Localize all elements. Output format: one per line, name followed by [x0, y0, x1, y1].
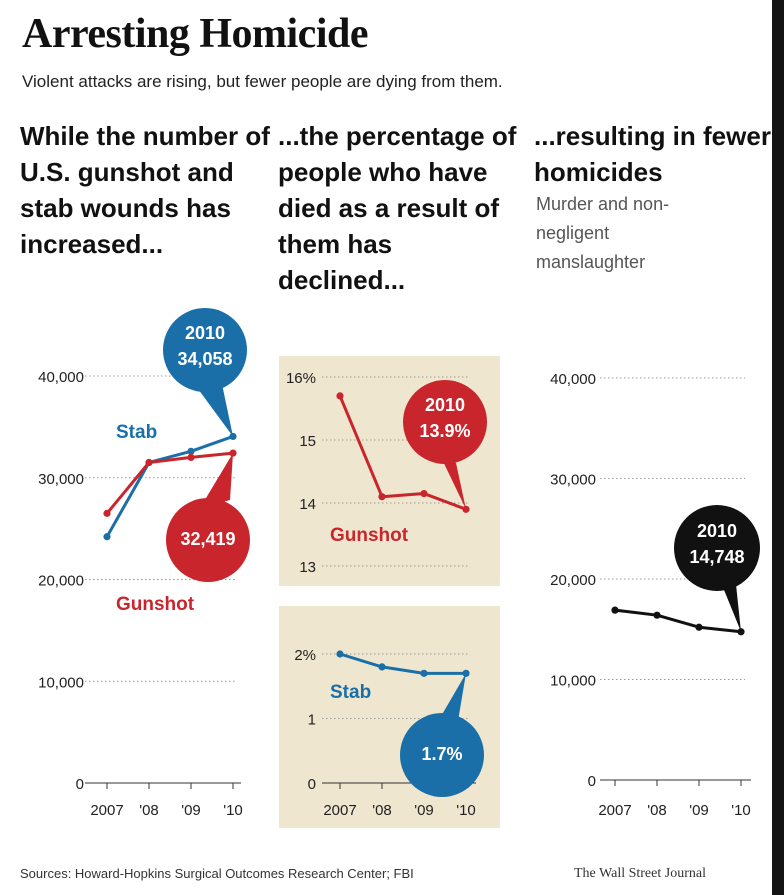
wounds-callout-text: 32,419 — [180, 529, 235, 549]
gunshot-rate-gunshot-point — [378, 493, 386, 501]
wounds-gunshot-point — [187, 453, 195, 461]
stab-rate-x-tick-label: '08 — [372, 802, 392, 819]
wounds-series-label-stab: Stab — [116, 422, 157, 443]
homicides-x-tick-label: '09 — [689, 802, 709, 819]
gunshot-rate-gunshot-line — [338, 395, 467, 511]
gunshot-rate-y-tick-label: 14 — [299, 496, 316, 513]
gunshot-rate-series-label-gunshot: Gunshot — [330, 525, 409, 546]
gunshot-rate-y-tick-label: 13 — [299, 559, 316, 576]
page-title: Arresting Homicide — [22, 11, 369, 57]
wounds-x-tick-label: '08 — [139, 802, 159, 819]
stab-rate-stab-point — [420, 669, 428, 677]
wounds-y-tick-label: 10,000 — [38, 674, 84, 691]
panel-heading-death-rate: ...the percentage of people who have die… — [278, 121, 517, 295]
gunshot-rate-callout-text: 13.9% — [419, 421, 470, 441]
wounds-gunshot-line — [105, 451, 234, 515]
wounds-gunshot-point — [103, 509, 111, 517]
homicides-callout-text: 2010 — [697, 521, 737, 541]
wounds-x-tick-label: '09 — [181, 802, 201, 819]
wounds-x-tick-label: 2007 — [90, 802, 123, 819]
homicides-homicides-point — [653, 611, 661, 619]
homicides-homicides-line — [614, 608, 742, 634]
stab-rate-series-label-stab: Stab — [330, 682, 371, 703]
homicides-x-tick-label: 2007 — [598, 802, 631, 819]
homicides-x-tick-label: '08 — [647, 802, 667, 819]
wounds-y-tick-label: 20,000 — [38, 573, 84, 590]
wounds-stab-line — [105, 435, 234, 538]
gunshot-rate-callout-pointer — [440, 455, 466, 510]
stab-rate-y-tick-label: 1 — [308, 712, 316, 729]
stab-rate-y-tick-label: 0 — [308, 776, 316, 793]
wounds-y-tick-label: 40,000 — [38, 369, 84, 386]
homicides-homicides-point — [695, 623, 703, 631]
gunshot-rate-callout-bubble — [403, 380, 487, 464]
wounds-series-label-gunshot: Gunshot — [116, 594, 195, 615]
panel-heading-homicides: ...resulting in fewer homicides — [534, 121, 771, 187]
homicides-y-tick-label: 0 — [588, 773, 596, 790]
stab-rate-stab-line — [339, 652, 466, 675]
stab-rate-callout-pointer — [440, 673, 466, 721]
subtitle: Violent attacks are rising, but fewer pe… — [22, 72, 503, 91]
wounds-x-tick-label: '10 — [223, 802, 243, 819]
gunshot-rate-callout-text: 2010 — [425, 395, 465, 415]
homicides-callout-text: 14,748 — [689, 547, 744, 567]
stab-rate-x-tick-label: 2007 — [323, 802, 356, 819]
stab-rate-x-tick-label: '10 — [456, 802, 476, 819]
publication-credit: The Wall Street Journal — [574, 866, 706, 881]
stab-rate-callout-text: 1.7% — [421, 744, 462, 764]
homicides-x-tick-label: '10 — [731, 802, 751, 819]
wounds-stab-point — [187, 447, 195, 455]
homicides-y-tick-label: 10,000 — [550, 673, 596, 690]
wounds-callout-text: 34,058 — [177, 349, 232, 369]
homicides-homicides-point — [611, 606, 619, 614]
stab-rate-x-tick-label: '09 — [414, 802, 434, 819]
gunshot-rate-y-tick-label: 15 — [299, 433, 316, 450]
homicides-y-tick-label: 30,000 — [550, 472, 596, 489]
wounds-callout-bubble — [166, 498, 250, 582]
homicides-y-tick-label: 20,000 — [550, 572, 596, 589]
wounds-y-tick-label: 30,000 — [38, 471, 84, 488]
stab-rate-stab-point — [378, 663, 386, 671]
gunshot-rate-gunshot-point — [420, 489, 428, 498]
homicides-y-tick-label: 40,000 — [550, 371, 596, 388]
wounds-callout-pointer — [200, 453, 233, 508]
sources-note: Sources: Howard-Hopkins Surgical Outcome… — [20, 866, 414, 881]
gunshot-rate-gunshot-point — [336, 392, 344, 400]
panel-heading-wounds: While the number of U.S. gunshot and sta… — [20, 121, 270, 259]
wounds-callout-text: 2010 — [185, 323, 225, 343]
stab-rate-stab-point — [336, 650, 344, 658]
gunshot-rate-y-tick-label: 16% — [286, 370, 316, 387]
panel-subheading-homicides: Murder and non-negligent manslaughter — [536, 194, 670, 272]
homicides-callout-bubble — [674, 505, 760, 591]
wounds-y-tick-label: 0 — [76, 776, 84, 793]
wounds-gunshot-point — [145, 458, 153, 467]
wounds-stab-point — [103, 533, 111, 541]
wounds-callout-bubble — [163, 308, 247, 392]
stab-rate-callout-bubble — [400, 713, 484, 797]
wounds-callout-pointer — [190, 378, 233, 437]
stab-rate-y-tick-label: 2% — [294, 647, 316, 664]
